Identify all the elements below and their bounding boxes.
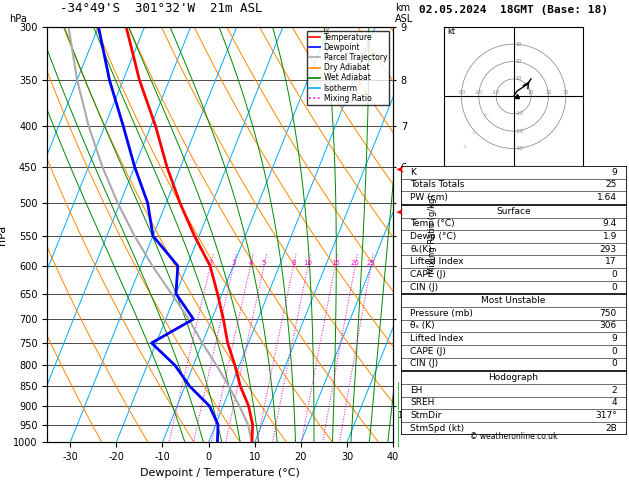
Text: 5: 5 <box>262 260 266 266</box>
Text: 17: 17 <box>605 257 617 266</box>
Text: 9: 9 <box>611 168 617 177</box>
Text: 293: 293 <box>599 244 617 254</box>
Text: -34°49'S  301°32'W  21m ASL: -34°49'S 301°32'W 21m ASL <box>60 1 262 15</box>
Text: 1LCL: 1LCL <box>397 411 417 420</box>
Text: 317°: 317° <box>595 411 617 420</box>
Text: 2B: 2B <box>605 424 617 433</box>
Text: Lifted Index: Lifted Index <box>410 334 464 343</box>
Text: -30: -30 <box>515 146 523 151</box>
Text: kt: kt <box>447 27 455 35</box>
Text: 0: 0 <box>611 270 617 279</box>
Legend: Temperature, Dewpoint, Parcel Trajectory, Dry Adiabat, Wet Adiabat, Isotherm, Mi: Temperature, Dewpoint, Parcel Trajectory… <box>307 31 389 105</box>
Text: 4: 4 <box>248 260 253 266</box>
Text: CIN (J): CIN (J) <box>410 282 438 292</box>
Text: Pressure (mb): Pressure (mb) <box>410 309 473 318</box>
Text: 0: 0 <box>611 347 617 356</box>
Text: Temp (°C): Temp (°C) <box>410 219 455 228</box>
Text: CAPE (J): CAPE (J) <box>410 270 446 279</box>
Text: -10: -10 <box>515 111 523 116</box>
Text: +: + <box>462 143 467 150</box>
Text: 10: 10 <box>304 260 313 266</box>
Text: 25: 25 <box>367 260 376 266</box>
Text: 8: 8 <box>291 260 296 266</box>
Text: PW (cm): PW (cm) <box>410 193 448 202</box>
Text: SREH: SREH <box>410 399 435 407</box>
Text: 10: 10 <box>515 76 521 82</box>
Text: Lifted Index: Lifted Index <box>410 257 464 266</box>
Text: 306: 306 <box>599 322 617 330</box>
Text: Totals Totals: Totals Totals <box>410 180 465 190</box>
Text: -30: -30 <box>457 89 465 95</box>
Text: Surface: Surface <box>496 207 531 216</box>
Text: hPa: hPa <box>9 14 27 24</box>
Text: Hodograph: Hodograph <box>489 373 538 382</box>
Text: ➤: ➤ <box>394 205 402 215</box>
Text: -20: -20 <box>475 89 483 95</box>
Text: 9: 9 <box>611 334 617 343</box>
X-axis label: Dewpoint / Temperature (°C): Dewpoint / Temperature (°C) <box>140 468 300 478</box>
Text: 4: 4 <box>611 399 617 407</box>
Text: -20: -20 <box>515 129 523 134</box>
Text: |: | <box>397 420 399 429</box>
Text: 10: 10 <box>528 89 534 95</box>
Text: Dewp (°C): Dewp (°C) <box>410 232 457 241</box>
Text: CIN (J): CIN (J) <box>410 360 438 368</box>
Text: 15: 15 <box>331 260 340 266</box>
Text: Most Unstable: Most Unstable <box>481 296 546 305</box>
Text: 02.05.2024  18GMT (Base: 18): 02.05.2024 18GMT (Base: 18) <box>419 4 608 15</box>
Text: 9.4: 9.4 <box>603 219 617 228</box>
Text: km
ASL: km ASL <box>395 3 413 24</box>
Text: 25: 25 <box>606 180 617 190</box>
Text: θₛ(K): θₛ(K) <box>410 244 432 254</box>
Text: 20: 20 <box>545 89 552 95</box>
Text: StmSpd (kt): StmSpd (kt) <box>410 424 464 433</box>
Text: |: | <box>397 429 399 438</box>
Text: +: + <box>470 130 476 136</box>
Text: |: | <box>397 401 399 410</box>
Text: |: | <box>397 382 399 391</box>
Text: 2: 2 <box>611 386 617 395</box>
Text: © weatheronline.co.uk: © weatheronline.co.uk <box>470 432 557 441</box>
Text: EH: EH <box>410 386 423 395</box>
Text: -10: -10 <box>492 89 500 95</box>
Text: θₛ (K): θₛ (K) <box>410 322 435 330</box>
Text: 1.9: 1.9 <box>603 232 617 241</box>
Text: Mixing Ratio (g/kg): Mixing Ratio (g/kg) <box>428 195 437 274</box>
Text: |: | <box>397 438 399 447</box>
Text: 30: 30 <box>515 42 521 47</box>
Text: 0: 0 <box>611 360 617 368</box>
Text: 30: 30 <box>563 89 569 95</box>
Text: 3: 3 <box>231 260 236 266</box>
Text: ➤: ➤ <box>394 162 403 172</box>
Text: |: | <box>397 411 399 420</box>
Text: StmDir: StmDir <box>410 411 442 420</box>
Text: K: K <box>410 168 416 177</box>
Text: 1.64: 1.64 <box>597 193 617 202</box>
Text: 750: 750 <box>599 309 617 318</box>
Y-axis label: hPa: hPa <box>0 225 8 244</box>
Text: +: + <box>482 112 488 118</box>
Text: 2: 2 <box>208 260 213 266</box>
Text: 20: 20 <box>351 260 360 266</box>
Text: CAPE (J): CAPE (J) <box>410 347 446 356</box>
Text: |: | <box>397 392 399 400</box>
Text: 0: 0 <box>611 282 617 292</box>
Text: 20: 20 <box>515 59 521 64</box>
